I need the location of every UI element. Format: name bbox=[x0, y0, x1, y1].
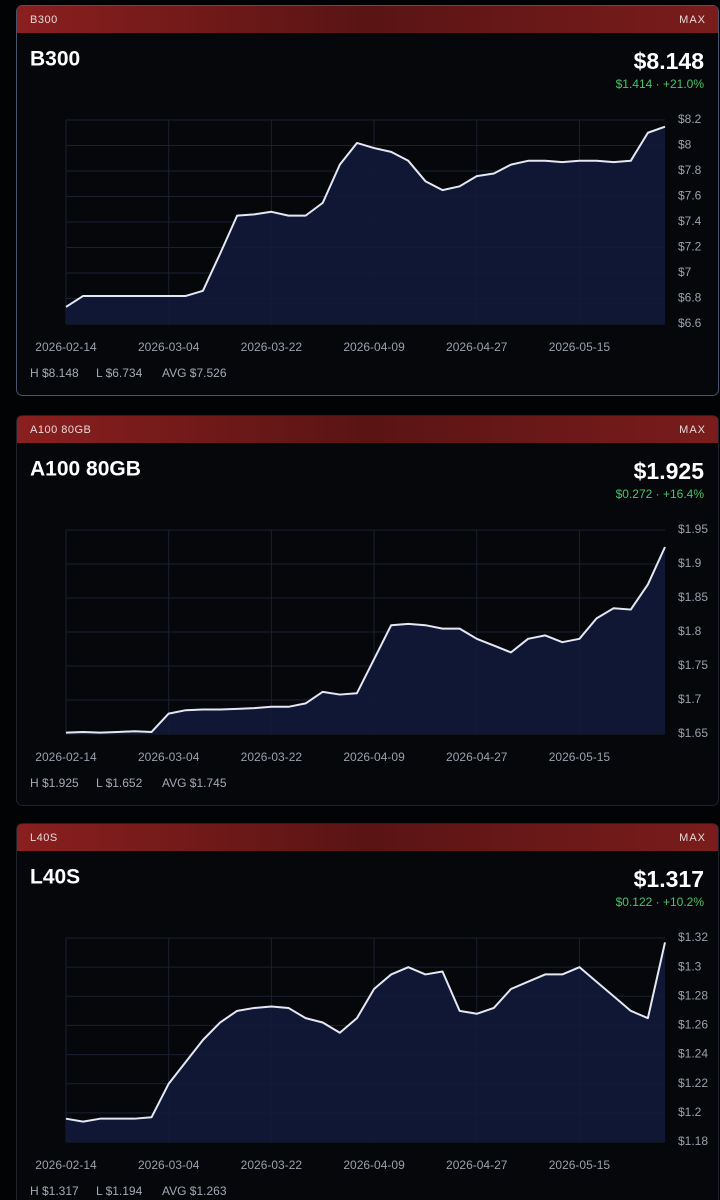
y-tick-label: $1.3 bbox=[678, 959, 702, 973]
x-tick-label: 2026-03-22 bbox=[241, 1158, 303, 1172]
card-header-label: A100 80GB bbox=[30, 424, 91, 436]
area bbox=[66, 942, 665, 1142]
y-tick-label: $7 bbox=[678, 265, 692, 279]
x-tick-label: 2026-03-04 bbox=[138, 340, 200, 354]
x-tick-label: 2026-03-04 bbox=[138, 750, 200, 764]
y-tick-label: $1.2 bbox=[678, 1105, 702, 1119]
card-header-label: B300 bbox=[30, 14, 58, 26]
range-button[interactable]: MAX bbox=[679, 832, 706, 844]
x-tick-label: 2026-03-04 bbox=[138, 1158, 200, 1172]
card-header bbox=[17, 824, 718, 851]
line bbox=[65, 125, 666, 308]
x-tick-label: 2026-04-09 bbox=[343, 750, 405, 764]
range-button[interactable]: MAX bbox=[679, 14, 706, 26]
stat: AVG $1.263 bbox=[162, 1184, 227, 1198]
x-tick-label: 2026-02-14 bbox=[35, 1158, 97, 1172]
stat: L $6.734 bbox=[96, 366, 143, 380]
y-tick-label: $6.6 bbox=[678, 316, 702, 330]
stat: AVG $1.745 bbox=[162, 776, 227, 790]
card-header-label: L40S bbox=[30, 832, 58, 844]
area bbox=[66, 126, 665, 324]
stat: H $1.317 bbox=[30, 1184, 79, 1198]
price: $1.925 bbox=[634, 458, 705, 484]
x-tick-label: 2026-03-22 bbox=[241, 750, 303, 764]
stat: L $1.652 bbox=[96, 776, 143, 790]
card-title: B300 bbox=[30, 48, 80, 71]
stat: H $8.148 bbox=[30, 366, 79, 380]
card-header bbox=[17, 416, 718, 443]
y-tick-label: $1.32 bbox=[678, 930, 708, 944]
stat: AVG $7.526 bbox=[162, 366, 227, 380]
y-tick-label: $1.8 bbox=[678, 624, 702, 638]
card-header bbox=[17, 6, 718, 33]
stat: H $1.925 bbox=[30, 776, 79, 790]
y-tick-label: $7.4 bbox=[678, 214, 702, 228]
x-tick-label: 2026-04-09 bbox=[343, 1158, 405, 1172]
price-card: B300 MAX B300 $8.148 $1.414 · +21.0% $6.6 $6.8… bbox=[16, 5, 719, 396]
line bbox=[65, 546, 666, 734]
price: $8.148 bbox=[634, 48, 705, 74]
y-tick-label: $1.75 bbox=[678, 658, 708, 672]
price-card: L40S MAX L40S $1.317 $0.122 · +10.2% $1.18 $1.… bbox=[16, 823, 719, 1200]
y-tick-label: $1.24 bbox=[678, 1047, 708, 1061]
y-tick-label: $1.22 bbox=[678, 1076, 708, 1090]
y-tick-label: $6.8 bbox=[678, 291, 702, 305]
y-tick-label: $7.8 bbox=[678, 163, 702, 177]
y-tick-label: $1.18 bbox=[678, 1134, 708, 1148]
x-tick-label: 2026-05-15 bbox=[549, 750, 611, 764]
x-tick-label: 2026-04-27 bbox=[446, 750, 508, 764]
area bbox=[66, 547, 665, 734]
y-tick-label: $7.6 bbox=[678, 189, 702, 203]
x-tick-label: 2026-04-09 bbox=[343, 340, 405, 354]
stat: L $1.194 bbox=[96, 1184, 143, 1198]
card-title: L40S bbox=[30, 866, 80, 889]
y-tick-label: $1.65 bbox=[678, 726, 708, 740]
range-button[interactable]: MAX bbox=[679, 424, 706, 436]
x-tick-label: 2026-05-15 bbox=[549, 1158, 611, 1172]
x-tick-label: 2026-04-27 bbox=[446, 1158, 508, 1172]
line bbox=[65, 942, 666, 1123]
y-tick-label: $7.2 bbox=[678, 240, 702, 254]
y-tick-label: $1.95 bbox=[678, 522, 708, 536]
price-change: $0.272 · +16.4% bbox=[616, 487, 705, 501]
y-tick-label: $8 bbox=[678, 138, 692, 152]
price-change: $1.414 · +21.0% bbox=[616, 77, 705, 91]
x-tick-label: 2026-02-14 bbox=[35, 750, 97, 764]
y-tick-label: $8.2 bbox=[678, 112, 702, 126]
price-card: A100 80GB MAX A100 80GB $1.925 $0.272 · +16.… bbox=[16, 415, 719, 806]
y-tick-label: $1.28 bbox=[678, 988, 708, 1002]
x-tick-label: 2026-02-14 bbox=[35, 340, 97, 354]
y-tick-label: $1.26 bbox=[678, 1018, 708, 1032]
price-change: $0.122 · +10.2% bbox=[616, 895, 705, 909]
y-tick-label: $1.9 bbox=[678, 556, 702, 570]
x-tick-label: 2026-04-27 bbox=[446, 340, 508, 354]
price: $1.317 bbox=[634, 866, 704, 892]
card-title: A100 80GB bbox=[30, 458, 141, 481]
y-tick-label: $1.7 bbox=[678, 692, 702, 706]
y-tick-label: $1.85 bbox=[678, 590, 708, 604]
x-tick-label: 2026-03-22 bbox=[241, 340, 303, 354]
x-tick-label: 2026-05-15 bbox=[549, 340, 611, 354]
